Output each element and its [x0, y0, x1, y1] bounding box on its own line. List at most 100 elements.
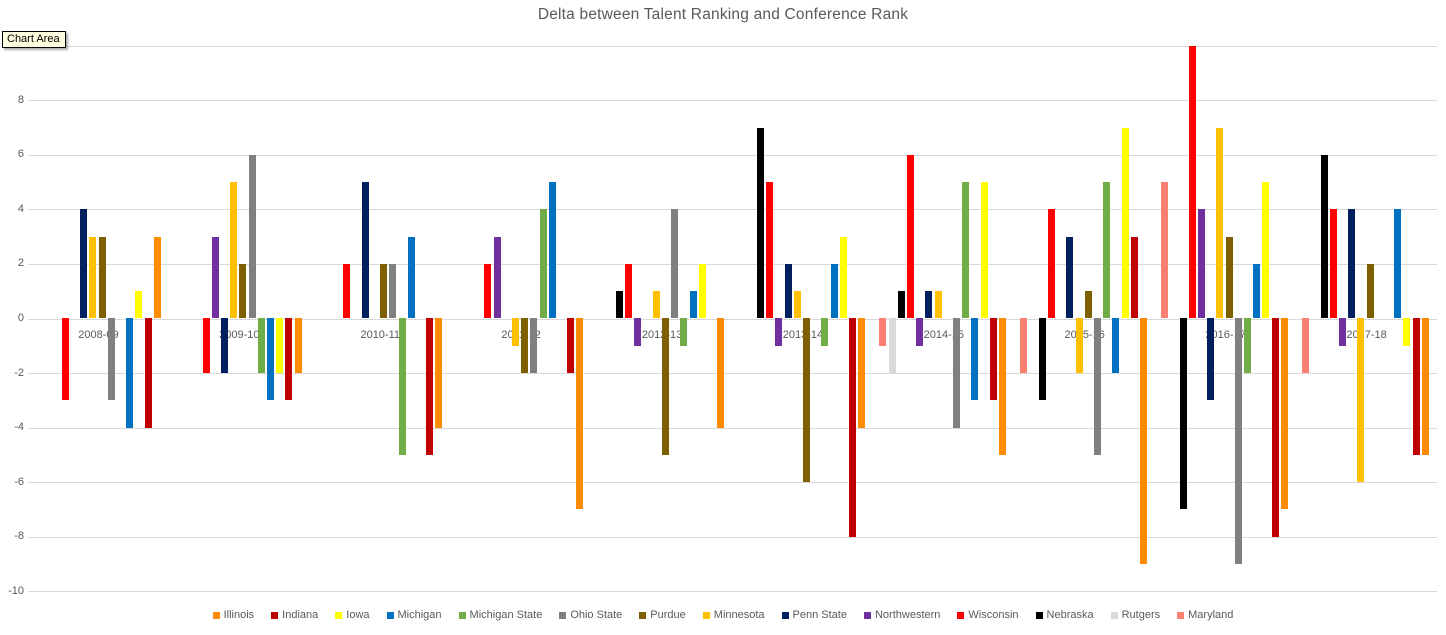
- bar-michigan-state-2014-15[interactable]: [962, 182, 970, 319]
- bar-nebraska-2015-16[interactable]: [1038, 318, 1046, 401]
- bar-ohio-state-2016-17[interactable]: [1234, 318, 1242, 564]
- bar-nebraska-2017-18[interactable]: [1320, 154, 1328, 319]
- bar-penn-state-2010-11[interactable]: [361, 182, 369, 319]
- bar-iowa-2013-14[interactable]: [839, 236, 847, 319]
- legend-item-michigan[interactable]: Michigan: [386, 609, 442, 621]
- bar-ohio-state-2015-16[interactable]: [1093, 318, 1101, 455]
- bar-wisconsin-2010-11[interactable]: [343, 263, 351, 319]
- legend-item-minnesota[interactable]: Minnesota: [702, 609, 765, 621]
- bar-michigan-state-2016-17[interactable]: [1244, 318, 1252, 374]
- bar-penn-state-2016-17[interactable]: [1207, 318, 1215, 401]
- bar-ohio-state-2009-10[interactable]: [248, 154, 256, 319]
- bar-purdue-2012-13[interactable]: [662, 318, 670, 455]
- bar-wisconsin-2017-18[interactable]: [1329, 209, 1337, 319]
- bar-penn-state-2009-10[interactable]: [220, 318, 228, 374]
- bar-illinois-2014-15[interactable]: [999, 318, 1007, 455]
- legend-item-michigan-state[interactable]: Michigan State: [458, 609, 542, 621]
- bar-michigan-state-2012-13[interactable]: [680, 318, 688, 346]
- bar-ohio-state-2011-12[interactable]: [530, 318, 538, 374]
- bar-michigan-2017-18[interactable]: [1394, 209, 1402, 319]
- bar-michigan-state-2015-16[interactable]: [1103, 182, 1111, 319]
- bar-northwestern-2014-15[interactable]: [916, 318, 924, 346]
- bar-michigan-2013-14[interactable]: [830, 263, 838, 319]
- bar-purdue-2015-16[interactable]: [1084, 291, 1092, 319]
- bar-iowa-2017-18[interactable]: [1403, 318, 1411, 346]
- bar-rutgers-2014-15[interactable]: [888, 318, 896, 374]
- bar-wisconsin-2013-14[interactable]: [766, 182, 774, 319]
- bar-illinois-2011-12[interactable]: [576, 318, 584, 510]
- bar-wisconsin-2014-15[interactable]: [907, 154, 915, 319]
- bar-illinois-2009-10[interactable]: [294, 318, 302, 374]
- bar-iowa-2014-15[interactable]: [980, 182, 988, 319]
- bar-indiana-2008-09[interactable]: [144, 318, 152, 428]
- bar-minnesota-2012-13[interactable]: [652, 291, 660, 319]
- bar-wisconsin-2009-10[interactable]: [202, 318, 210, 374]
- bar-illinois-2008-09[interactable]: [153, 236, 161, 319]
- bar-purdue-2016-17[interactable]: [1225, 236, 1233, 319]
- bar-minnesota-2009-10[interactable]: [230, 182, 238, 319]
- legend-item-maryland[interactable]: Maryland: [1177, 609, 1233, 621]
- bar-penn-state-2015-16[interactable]: [1066, 236, 1074, 319]
- bar-illinois-2015-16[interactable]: [1139, 318, 1147, 564]
- legend-item-ohio-state[interactable]: Ohio State: [559, 609, 622, 621]
- legend-item-illinois[interactable]: Illinois: [212, 609, 254, 621]
- bar-penn-state-2014-15[interactable]: [925, 291, 933, 319]
- bar-michigan-2015-16[interactable]: [1112, 318, 1120, 374]
- bar-iowa-2012-13[interactable]: [698, 263, 706, 319]
- bar-maryland-2014-15[interactable]: [879, 318, 887, 346]
- legend-item-indiana[interactable]: Indiana: [271, 609, 318, 621]
- bar-illinois-2017-18[interactable]: [1421, 318, 1429, 455]
- bar-ohio-state-2012-13[interactable]: [671, 209, 679, 319]
- bar-purdue-2009-10[interactable]: [239, 263, 247, 319]
- bar-ohio-state-2014-15[interactable]: [953, 318, 961, 428]
- bar-minnesota-2011-12[interactable]: [511, 318, 519, 346]
- bar-illinois-2010-11[interactable]: [435, 318, 443, 428]
- bar-michigan-state-2009-10[interactable]: [257, 318, 265, 374]
- bar-minnesota-2008-09[interactable]: [89, 236, 97, 319]
- bar-illinois-2012-13[interactable]: [717, 318, 725, 428]
- bar-wisconsin-2015-16[interactable]: [1047, 209, 1055, 319]
- bar-indiana-2010-11[interactable]: [426, 318, 434, 455]
- bar-nebraska-2016-17[interactable]: [1179, 318, 1187, 510]
- legend-item-iowa[interactable]: Iowa: [335, 609, 370, 621]
- bar-purdue-2010-11[interactable]: [380, 263, 388, 319]
- bar-minnesota-2013-14[interactable]: [793, 291, 801, 319]
- bar-minnesota-2014-15[interactable]: [934, 291, 942, 319]
- bar-purdue-2013-14[interactable]: [803, 318, 810, 483]
- bar-iowa-2015-16[interactable]: [1121, 127, 1129, 319]
- bar-indiana-2009-10[interactable]: [285, 318, 293, 401]
- bar-michigan-state-2013-14[interactable]: [821, 318, 829, 346]
- bar-iowa-2008-09[interactable]: [135, 291, 143, 319]
- bar-michigan-2010-11[interactable]: [407, 236, 415, 319]
- bar-purdue-2008-09[interactable]: [98, 236, 106, 319]
- bar-indiana-2016-17[interactable]: [1271, 318, 1279, 537]
- bar-nebraska-2012-13[interactable]: [616, 291, 624, 319]
- bar-purdue-2017-18[interactable]: [1366, 263, 1374, 319]
- bar-nebraska-2013-14[interactable]: [757, 127, 764, 319]
- bar-michigan-2008-09[interactable]: [126, 318, 134, 428]
- legend-item-wisconsin[interactable]: Wisconsin: [957, 609, 1019, 621]
- bar-minnesota-2015-16[interactable]: [1075, 318, 1083, 374]
- bar-iowa-2009-10[interactable]: [276, 318, 284, 374]
- bar-maryland-2017-18[interactable]: [1302, 318, 1310, 374]
- bar-michigan-2011-12[interactable]: [548, 182, 556, 319]
- bar-ohio-state-2010-11[interactable]: [389, 263, 397, 319]
- bar-northwestern-2016-17[interactable]: [1198, 209, 1206, 319]
- bar-indiana-2017-18[interactable]: [1412, 318, 1420, 455]
- bar-indiana-2014-15[interactable]: [989, 318, 997, 401]
- bar-indiana-2013-14[interactable]: [849, 318, 856, 537]
- bar-illinois-2013-14[interactable]: [858, 318, 866, 428]
- bar-michigan-2014-15[interactable]: [971, 318, 979, 401]
- bar-michigan-2009-10[interactable]: [266, 318, 274, 401]
- bar-minnesota-2016-17[interactable]: [1216, 127, 1224, 319]
- bar-wisconsin-2011-12[interactable]: [484, 263, 492, 319]
- bar-michigan-state-2010-11[interactable]: [398, 318, 406, 455]
- bar-penn-state-2013-14[interactable]: [784, 263, 792, 319]
- bar-iowa-2016-17[interactable]: [1262, 182, 1270, 319]
- bar-purdue-2011-12[interactable]: [521, 318, 529, 374]
- bar-indiana-2015-16[interactable]: [1130, 236, 1138, 319]
- bar-penn-state-2017-18[interactable]: [1348, 209, 1356, 319]
- bar-northwestern-2012-13[interactable]: [634, 318, 642, 346]
- bar-illinois-2016-17[interactable]: [1280, 318, 1288, 510]
